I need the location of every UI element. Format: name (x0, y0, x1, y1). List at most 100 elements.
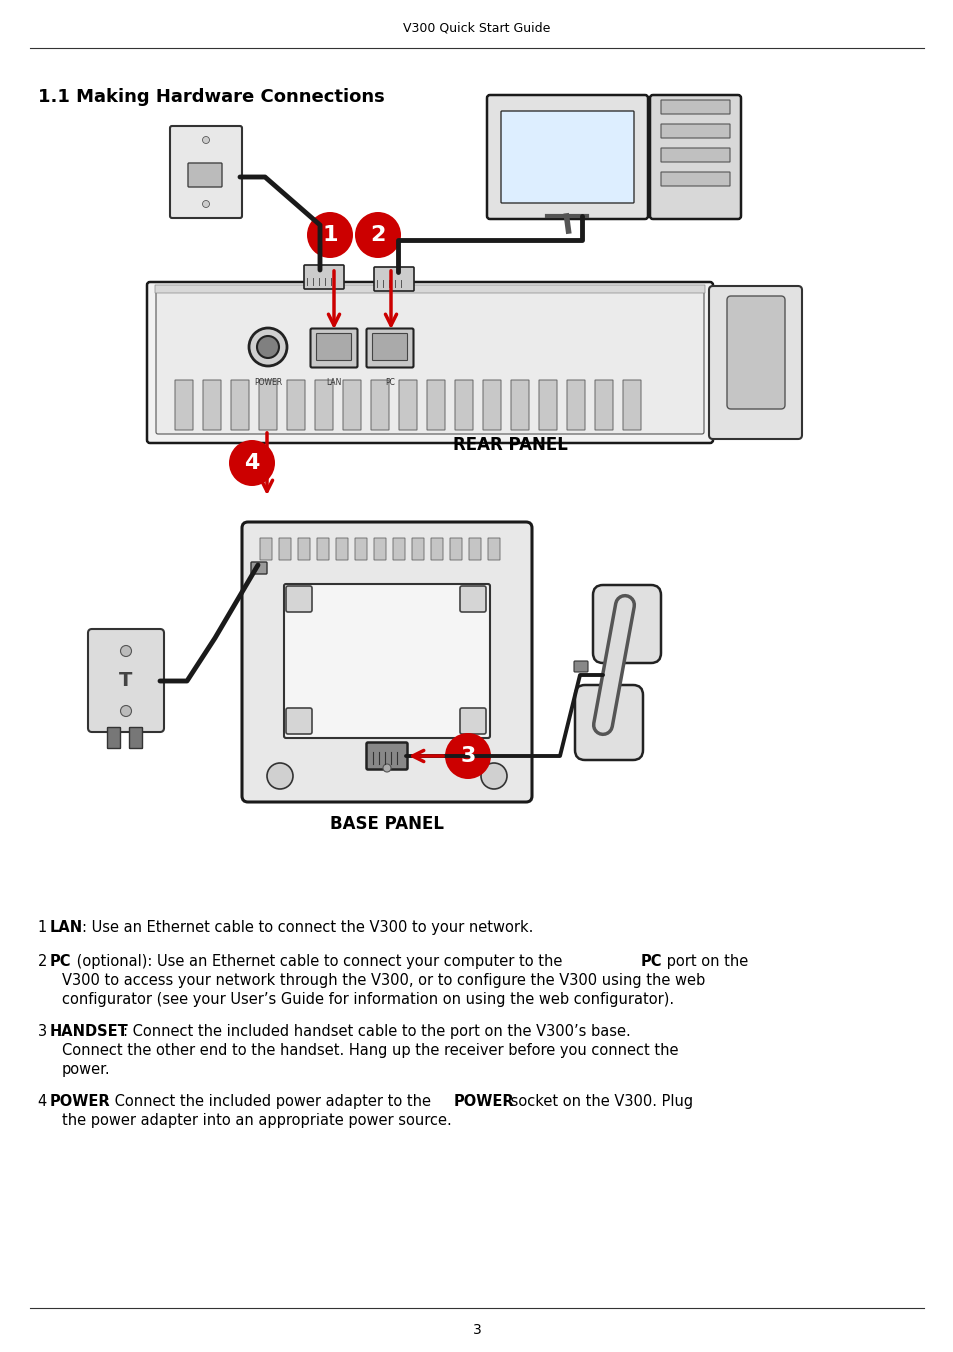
Text: POWER: POWER (454, 1094, 514, 1109)
Text: (optional): Use an Ethernet cable to connect your computer to the: (optional): Use an Ethernet cable to con… (71, 955, 566, 969)
FancyBboxPatch shape (156, 291, 703, 434)
Text: PC: PC (50, 955, 71, 969)
FancyBboxPatch shape (343, 380, 360, 430)
FancyBboxPatch shape (431, 538, 442, 560)
Circle shape (202, 200, 210, 207)
Text: configurator (see your User’s Guide for information on using the web configurato: configurator (see your User’s Guide for … (62, 992, 674, 1007)
Text: REAR PANEL: REAR PANEL (452, 435, 567, 454)
FancyBboxPatch shape (242, 522, 532, 802)
FancyBboxPatch shape (482, 380, 500, 430)
Circle shape (229, 439, 274, 485)
FancyBboxPatch shape (500, 111, 634, 203)
FancyBboxPatch shape (108, 727, 120, 749)
FancyBboxPatch shape (459, 585, 485, 612)
Circle shape (382, 764, 391, 772)
FancyBboxPatch shape (366, 329, 413, 368)
FancyBboxPatch shape (511, 380, 529, 430)
FancyBboxPatch shape (260, 538, 272, 560)
FancyBboxPatch shape (455, 380, 473, 430)
FancyBboxPatch shape (286, 585, 312, 612)
Text: POWER: POWER (253, 379, 282, 387)
Text: V300 Quick Start Guide: V300 Quick Start Guide (403, 22, 550, 35)
FancyBboxPatch shape (314, 380, 333, 430)
FancyBboxPatch shape (374, 266, 414, 291)
FancyBboxPatch shape (488, 538, 499, 560)
FancyBboxPatch shape (284, 584, 490, 738)
Circle shape (267, 763, 293, 790)
FancyBboxPatch shape (258, 380, 276, 430)
FancyBboxPatch shape (574, 661, 587, 672)
FancyBboxPatch shape (251, 562, 267, 575)
Text: POWER: POWER (50, 1094, 111, 1109)
FancyBboxPatch shape (310, 329, 357, 368)
FancyBboxPatch shape (287, 380, 305, 430)
FancyBboxPatch shape (231, 380, 249, 430)
FancyBboxPatch shape (316, 334, 351, 361)
FancyBboxPatch shape (372, 334, 407, 361)
Circle shape (256, 337, 278, 358)
Circle shape (120, 706, 132, 717)
FancyBboxPatch shape (427, 380, 444, 430)
FancyBboxPatch shape (188, 164, 222, 187)
FancyBboxPatch shape (595, 380, 613, 430)
FancyBboxPatch shape (355, 538, 367, 560)
Text: 3: 3 (472, 1324, 481, 1337)
Text: port on the: port on the (661, 955, 747, 969)
FancyBboxPatch shape (398, 380, 416, 430)
FancyBboxPatch shape (450, 538, 461, 560)
FancyBboxPatch shape (335, 538, 348, 560)
FancyBboxPatch shape (304, 265, 344, 289)
FancyBboxPatch shape (660, 172, 729, 187)
Text: the power adapter into an appropriate power source.: the power adapter into an appropriate po… (62, 1113, 452, 1128)
Text: : Connect the included power adapter to the: : Connect the included power adapter to … (105, 1094, 436, 1109)
FancyBboxPatch shape (660, 147, 729, 162)
Text: Connect the other end to the handset. Hang up the receiver before you connect th: Connect the other end to the handset. Ha… (62, 1042, 678, 1059)
Text: BASE PANEL: BASE PANEL (330, 815, 443, 833)
FancyBboxPatch shape (726, 296, 784, 410)
Text: 2: 2 (370, 224, 385, 245)
Text: 3: 3 (460, 746, 476, 767)
Circle shape (444, 733, 491, 779)
Circle shape (120, 645, 132, 657)
Text: 1: 1 (38, 919, 51, 936)
FancyBboxPatch shape (278, 538, 291, 560)
FancyBboxPatch shape (660, 124, 729, 138)
FancyBboxPatch shape (170, 126, 242, 218)
FancyBboxPatch shape (203, 380, 221, 430)
Text: power.: power. (62, 1063, 111, 1078)
FancyBboxPatch shape (459, 708, 485, 734)
FancyBboxPatch shape (575, 685, 642, 760)
FancyBboxPatch shape (147, 283, 712, 443)
Text: LAN: LAN (50, 919, 83, 936)
FancyBboxPatch shape (412, 538, 423, 560)
Circle shape (249, 329, 287, 366)
Circle shape (202, 137, 210, 143)
Text: PC: PC (385, 379, 395, 387)
FancyBboxPatch shape (708, 287, 801, 439)
Text: : Connect the included handset cable to the port on the V300’s base.: : Connect the included handset cable to … (123, 1023, 630, 1038)
Text: 1: 1 (322, 224, 337, 245)
Text: 2: 2 (38, 955, 52, 969)
FancyBboxPatch shape (374, 538, 386, 560)
Text: 4: 4 (38, 1094, 51, 1109)
FancyBboxPatch shape (371, 380, 389, 430)
Text: T: T (119, 672, 132, 691)
FancyBboxPatch shape (486, 95, 647, 219)
Text: socket on the V300. Plug: socket on the V300. Plug (505, 1094, 693, 1109)
Text: 4: 4 (244, 453, 259, 473)
FancyBboxPatch shape (622, 380, 640, 430)
FancyBboxPatch shape (649, 95, 740, 219)
Text: : Use an Ethernet cable to connect the V300 to your network.: : Use an Ethernet cable to connect the V… (82, 919, 533, 936)
FancyBboxPatch shape (366, 742, 407, 769)
FancyBboxPatch shape (286, 708, 312, 734)
Circle shape (355, 212, 400, 258)
Text: 3: 3 (38, 1023, 51, 1038)
FancyBboxPatch shape (393, 538, 405, 560)
Text: V300 to access your network through the V300, or to configure the V300 using the: V300 to access your network through the … (62, 973, 704, 988)
FancyBboxPatch shape (154, 285, 704, 293)
FancyBboxPatch shape (316, 538, 329, 560)
FancyBboxPatch shape (538, 380, 557, 430)
Circle shape (480, 763, 506, 790)
FancyBboxPatch shape (660, 100, 729, 114)
FancyBboxPatch shape (130, 727, 142, 749)
